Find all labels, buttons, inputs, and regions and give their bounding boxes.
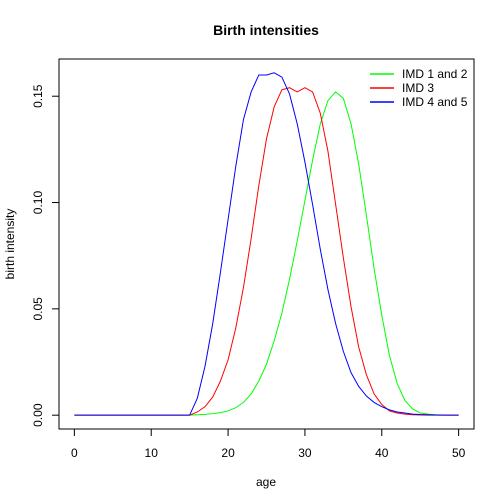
- y-tick-label: 0.05: [31, 297, 45, 321]
- series-line: [74, 88, 458, 415]
- series-lines: [74, 73, 458, 415]
- x-tick-label: 50: [452, 446, 466, 460]
- y-tick-label: 0.00: [31, 403, 45, 427]
- chart-title: Birth intensities: [213, 22, 319, 38]
- legend-label: IMD 1 and 2: [402, 67, 468, 81]
- x-tick-label: 10: [145, 446, 159, 460]
- y-tick-label: 0.10: [31, 191, 45, 215]
- x-tick-label: 20: [221, 446, 235, 460]
- legend-label: IMD 3: [402, 81, 434, 95]
- x-axis-label: age: [256, 475, 276, 489]
- y-axis-label: birth intensity: [3, 209, 17, 280]
- x-tick-label: 0: [71, 446, 78, 460]
- legend-label: IMD 4 and 5: [402, 95, 468, 109]
- x-tick-label: 40: [375, 446, 389, 460]
- x-tick-label: 30: [298, 446, 312, 460]
- x-axis: 0 10 20 30 40 50: [71, 429, 466, 460]
- y-tick-label: 0.15: [31, 84, 45, 108]
- plot-frame: [59, 59, 474, 429]
- y-axis: 0.00 0.05 0.10 0.15: [31, 84, 59, 427]
